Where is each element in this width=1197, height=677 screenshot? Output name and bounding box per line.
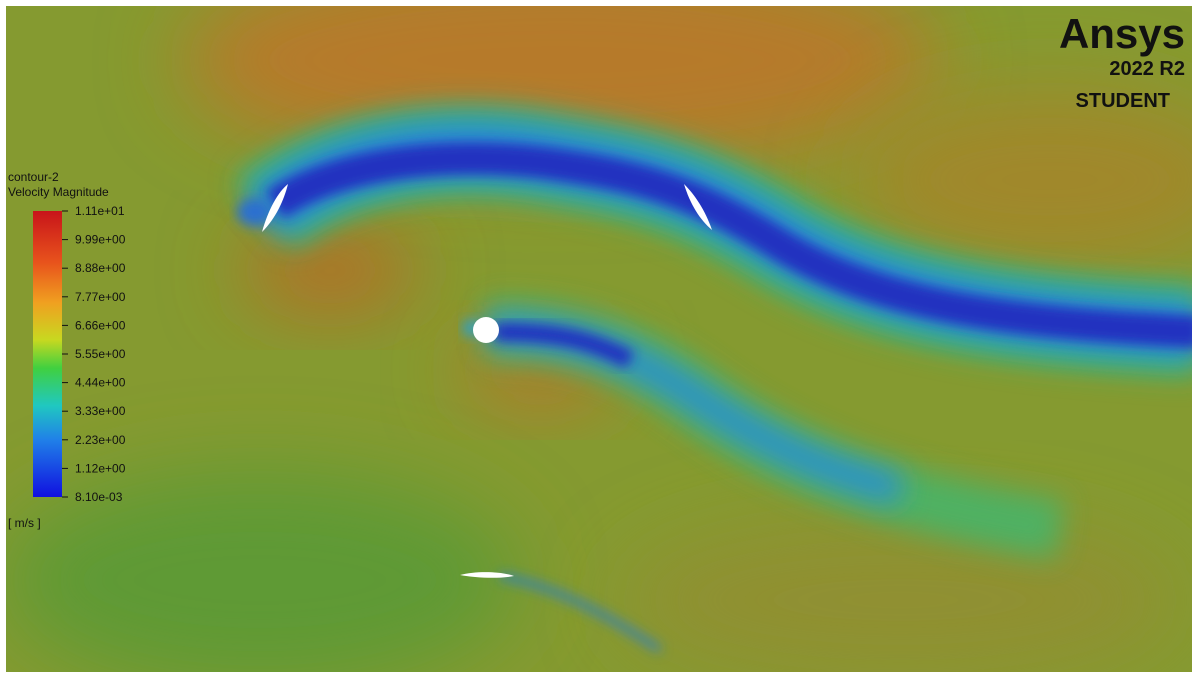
legend-label: 9.99e+00 bbox=[75, 233, 126, 247]
legend-label: 8.88e+00 bbox=[75, 261, 126, 275]
brand-version: 2022 R2 bbox=[1109, 58, 1185, 80]
legend-label: 8.10e-03 bbox=[75, 490, 123, 504]
legend-label: 7.77e+00 bbox=[75, 290, 126, 304]
legend: contour-2 Velocity Magnitude 1.11e+01 9.9… bbox=[8, 170, 126, 530]
legend-title: contour-2 bbox=[8, 170, 59, 184]
legend-label: 1.11e+01 bbox=[75, 204, 125, 218]
legend-label: 3.33e+00 bbox=[75, 404, 126, 418]
brand-name: Ansys bbox=[1059, 10, 1185, 57]
brand-edition: STUDENT bbox=[1076, 90, 1170, 112]
legend-label: 5.55e+00 bbox=[75, 347, 126, 361]
legend-unit: [ m/s ] bbox=[8, 516, 41, 530]
color-bar bbox=[33, 211, 62, 497]
legend-label: 1.12e+00 bbox=[75, 461, 126, 475]
legend-quantity: Velocity Magnitude bbox=[8, 185, 109, 199]
brand-logo: Ansys 2022 R2 STUDENT bbox=[1059, 10, 1185, 112]
legend-label: 6.66e+00 bbox=[75, 318, 126, 332]
legend-label: 2.23e+00 bbox=[75, 433, 126, 447]
legend-label: 4.44e+00 bbox=[75, 376, 126, 390]
